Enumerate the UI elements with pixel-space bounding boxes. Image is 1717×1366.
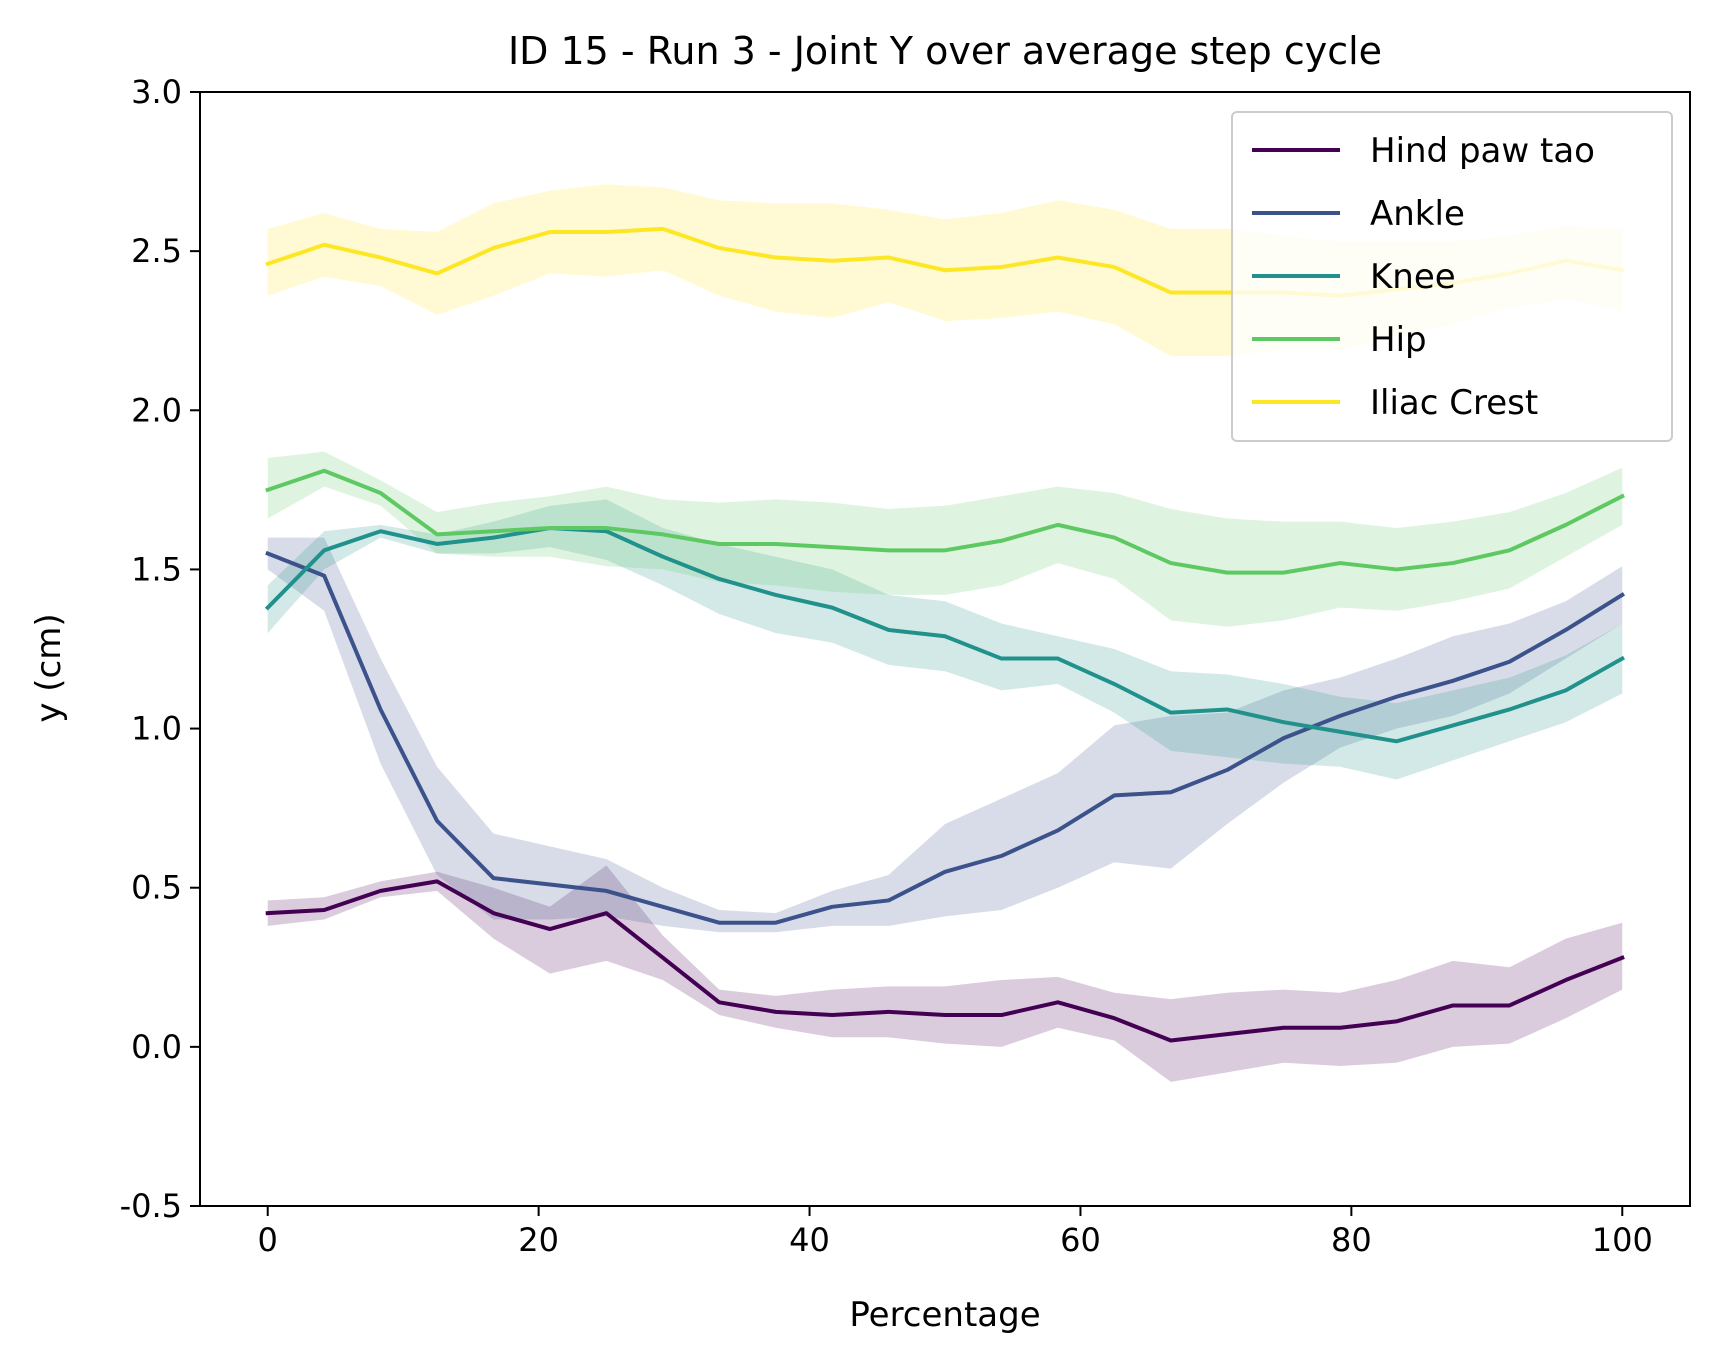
x-tick-label: 80	[1331, 1221, 1372, 1259]
series-line-2	[264, 526, 1625, 744]
y-tick-label: 0.5	[131, 869, 182, 907]
y-tick-label: 1.0	[131, 710, 182, 748]
y-tick-label: 0.0	[131, 1028, 182, 1066]
legend: Hind paw tao Ankle Knee Hip Iliac Crest	[1231, 111, 1673, 442]
legend-box	[1231, 111, 1673, 442]
series-line-3	[265, 468, 1625, 575]
y-tick-label: 2.0	[131, 391, 182, 429]
y-axis-label: y (cm)	[29, 613, 69, 722]
series-line-0	[265, 879, 1625, 1043]
plot-frame	[199, 91, 1691, 1207]
x-axis-ticks: 0 20 40 60 80 100	[258, 1206, 1653, 1259]
x-tick-label: 100	[1592, 1221, 1653, 1259]
band-3	[267, 451, 1623, 627]
x-tick-label: 60	[1060, 1221, 1101, 1259]
x-axis-label: Percentage	[849, 1295, 1040, 1335]
series-line-1	[265, 550, 1626, 925]
y-tick-label: 3.0	[131, 73, 182, 111]
x-tick-label: 20	[518, 1221, 559, 1259]
legend-label: Hip	[1370, 320, 1427, 360]
x-tick-label: 0	[258, 1221, 278, 1259]
y-tick-label: 1.5	[131, 550, 182, 588]
legend-label: Hind paw tao	[1370, 131, 1595, 171]
legend-label: Ankle	[1370, 194, 1465, 234]
y-tick-label: 2.5	[131, 232, 182, 270]
y-tick-label: -0.5	[120, 1187, 182, 1225]
legend-label: Iliac Crest	[1370, 383, 1538, 423]
y-axis-ticks: -0.5 0.0 0.5 1.0 1.5 2.0 2.5 3.0	[120, 73, 200, 1225]
chart-title: ID 15 - Run 3 - Joint Y over average ste…	[508, 29, 1382, 73]
legend-label: Knee	[1370, 257, 1456, 297]
legend-items: Hind paw tao Ankle Knee Hip Iliac Crest	[1252, 131, 1595, 423]
band-2	[267, 499, 1623, 780]
x-tick-label: 40	[789, 1221, 830, 1259]
